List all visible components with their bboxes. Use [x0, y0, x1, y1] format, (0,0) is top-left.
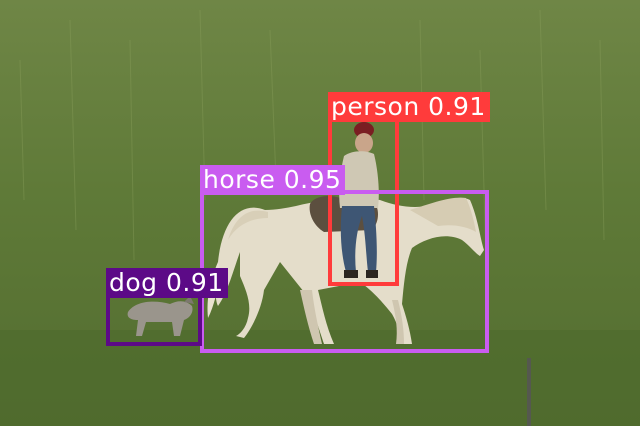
dog-label-name: dog: [109, 268, 158, 297]
horse-bounding-box: [200, 190, 489, 353]
horse-label-score: 0.95: [283, 165, 342, 194]
person-label-name: person: [331, 92, 420, 121]
dog-bounding-box: [106, 294, 202, 346]
horse-label-name: horse: [203, 165, 276, 194]
dog-label: dog 0.91: [106, 268, 228, 298]
fence-post: [527, 358, 531, 426]
dog-label-score: 0.91: [166, 268, 224, 297]
person-label-score: 0.91: [428, 92, 486, 121]
person-label: person 0.91: [328, 92, 490, 122]
horse-label: horse 0.95: [200, 165, 346, 195]
dog-figure: [127, 296, 194, 336]
grass-foreground: [0, 330, 640, 426]
